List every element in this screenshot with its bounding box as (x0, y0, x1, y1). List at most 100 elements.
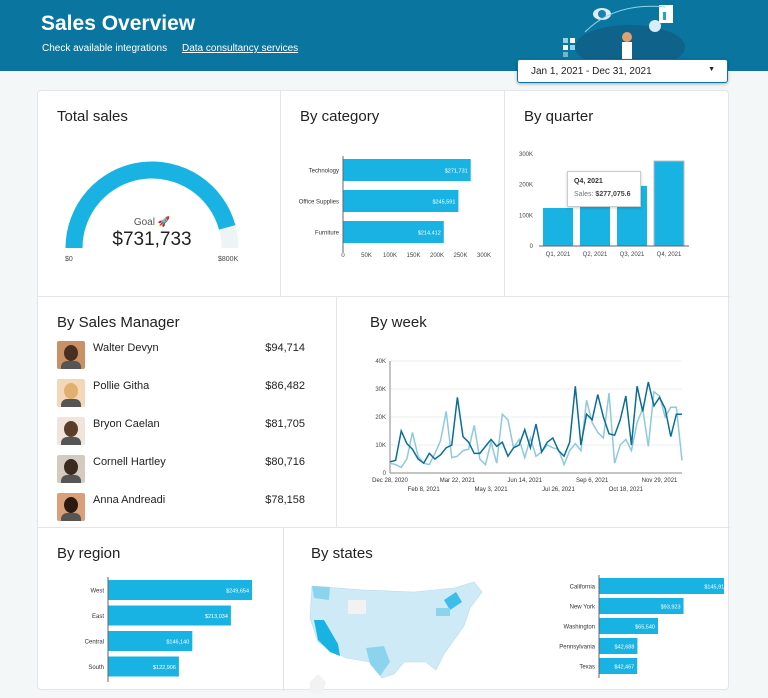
x-tick-label: 0 (341, 253, 345, 259)
state-washington (312, 586, 330, 600)
header-banner: Sales Overview Check available integrati… (0, 0, 768, 71)
bar-category-label: Central (85, 640, 104, 646)
bar-value-label: $42,467 (614, 665, 634, 671)
x-tick-label: Q1, 2021 (546, 252, 571, 258)
avatar (57, 341, 85, 369)
bar-value-label: $146,140 (166, 640, 189, 646)
x-tick-label: Sep 6, 2021 (576, 478, 609, 484)
bar (599, 658, 638, 674)
bar-value-label: $42,688 (615, 645, 635, 651)
bar (343, 159, 471, 181)
x-tick-label: 50K (361, 253, 372, 259)
bar-category-label: Texas (579, 665, 595, 671)
state-new-york (444, 592, 462, 610)
x-tick-label: Q3, 2021 (620, 252, 645, 258)
card-title: By quarter (524, 108, 594, 125)
bar (108, 656, 179, 677)
y-tick-label: 0 (530, 244, 534, 250)
x-tick-label: 100K (383, 253, 397, 259)
avatar (57, 493, 85, 521)
bar (543, 207, 573, 246)
date-range-picker[interactable]: Jan 1, 2021 - Dec 31, 2021 ▼ (517, 59, 728, 83)
y-tick-label: 10K (375, 443, 386, 449)
manager-name: Bryon Caelan (93, 418, 160, 430)
state-wyoming (348, 600, 366, 614)
bar-category-label: West (90, 589, 104, 595)
page-title: Sales Overview (41, 12, 196, 35)
x-tick-label: 300K (477, 253, 491, 259)
gauge-fill (65, 161, 236, 249)
x-tick-label: 250K (453, 253, 467, 259)
by-category-card: By category Technology $271,731 Office Sup… (281, 91, 505, 297)
x-tick-label: Nov 29, 2021 (642, 478, 678, 484)
manager-sales: $81,705 (265, 418, 305, 430)
manager-row: Bryon Caelan $81,705 (57, 417, 305, 447)
bar (343, 221, 444, 243)
gauge-max: $800K (218, 256, 239, 263)
by-states-card: By states California $145,914 New York $93,… (284, 528, 730, 694)
y-tick-label: 30K (375, 387, 386, 393)
card-title: By week (370, 314, 427, 331)
bar-value-label: $271,731 (445, 169, 468, 175)
by-region-card: By region West $249,654 East $213,034 Centra… (38, 528, 284, 691)
line-series-current (389, 381, 682, 465)
manager-sales: $94,714 (265, 342, 305, 354)
bar (343, 190, 459, 212)
bar-value-label: $245,591 (432, 200, 455, 206)
x-tick-label: Jul 26, 2021 (542, 487, 575, 493)
bar (599, 618, 658, 634)
gauge-chart: Goal 🚀 $731,733 $0 $800K (65, 161, 239, 263)
manager-name: Walter Devyn (93, 342, 159, 354)
bar-category-label: East (92, 614, 104, 620)
y-tick-label: 200K (519, 183, 533, 189)
tooltip-value: $277,075.6 (595, 191, 631, 198)
x-tick-label: Q2, 2021 (583, 252, 608, 258)
tooltip-label: Sales: (574, 191, 594, 198)
avatar (57, 455, 85, 483)
state-pennsylvania (436, 608, 450, 616)
bar (599, 578, 724, 594)
bar (599, 598, 684, 614)
caret-down-icon: ▼ (708, 66, 715, 73)
integrations-link[interactable]: Check available integrations (42, 43, 168, 54)
consultancy-link[interactable]: Data consultancy services (182, 43, 299, 54)
x-tick-label: Q4, 2021 (657, 252, 682, 258)
manager-row: Walter Devyn $94,714 (57, 341, 305, 371)
us-states-map (309, 581, 483, 694)
y-tick-label: 0 (383, 471, 387, 477)
gauge-value: $731,733 (112, 229, 191, 250)
line-series-previous (389, 390, 683, 469)
x-tick-label: Mar 22, 2021 (440, 478, 476, 484)
bar-category-label: South (88, 665, 104, 671)
bar-category-label: Pennsylvania (559, 645, 595, 651)
gauge-min: $0 (65, 256, 73, 263)
manager-name: Cornell Hartley (93, 456, 166, 468)
card-title: By states (311, 545, 373, 562)
x-tick-label: Jun 14, 2021 (507, 478, 542, 484)
bar-value-label: $93,923 (661, 605, 681, 611)
bar-category-label: Furniture (315, 231, 340, 237)
state-alaska (310, 674, 326, 694)
y-tick-label: 300K (519, 152, 533, 158)
x-tick-label: 150K (406, 253, 420, 259)
bar-value-label: $214,412 (418, 231, 441, 237)
y-tick-label: 20K (375, 415, 386, 421)
bar-category-label: Washington (564, 625, 595, 631)
x-tick-label: Feb 8, 2021 (408, 487, 441, 493)
manager-row: Anna Andreadi $78,158 (57, 493, 305, 523)
chart-tooltip: Q4, 2021 Sales: $277,075.6 (567, 171, 641, 207)
bar (108, 631, 193, 651)
bar-value-label: $213,034 (205, 614, 228, 620)
bar (599, 638, 638, 654)
bar-value-label: $249,654 (226, 589, 249, 595)
total-sales-card: Total sales Goal 🚀 $731,733 $0 $800K (38, 91, 281, 297)
manager-sales: $86,482 (265, 380, 305, 392)
bar (580, 206, 610, 246)
x-tick-label: 200K (430, 253, 444, 259)
manager-name: Anna Andreadi (93, 494, 166, 506)
bar (653, 160, 685, 247)
avatar (57, 379, 85, 407)
card-title: Total sales (57, 108, 128, 125)
by-quarter-card: By quarter 0 100K 200K 300K Q1, 2021 Q2, 2021… (505, 91, 730, 297)
x-tick-label: Dec 28, 2020 (372, 478, 408, 484)
